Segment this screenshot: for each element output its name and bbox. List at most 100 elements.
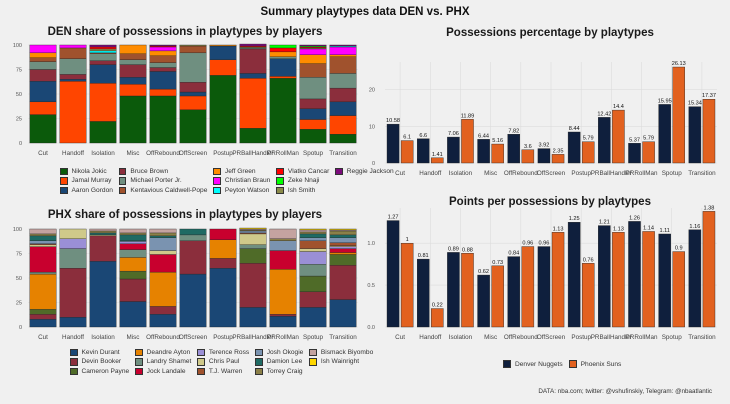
x-tick-label: Isolation bbox=[449, 334, 473, 341]
legend-item: Deandre Ayton bbox=[135, 348, 191, 357]
legend-swatch bbox=[255, 367, 263, 375]
bar-segment-bismack-biyombo bbox=[89, 228, 117, 232]
possessions-panel: Possessions percentage by playtypes 0 10 2… bbox=[365, 22, 730, 192]
legend-label: Denver Nuggets bbox=[515, 360, 563, 368]
possessions-chart: 0 10 20 10.58 6.1 Cut 6.6 1.41 Handoff 7.06 11.89 I… bbox=[369, 61, 717, 177]
value-label: 12.42 bbox=[597, 111, 611, 117]
legend-item: Nikola Jokic bbox=[60, 167, 113, 176]
bar-segment-torrey-craig bbox=[29, 233, 57, 237]
bar-segment-michael-porter-jr bbox=[269, 56, 297, 59]
x-tick-label: Postup bbox=[571, 334, 591, 341]
bar-segment-christian-braun bbox=[299, 48, 327, 55]
bar-phoenix-suns bbox=[521, 149, 535, 164]
legend-label: Damion Lee bbox=[266, 358, 303, 366]
legend-item: Zeke Nnaji bbox=[276, 177, 329, 186]
bar-segment-reggie-jackson bbox=[299, 44, 327, 47]
legend-item: Cameron Payne bbox=[70, 367, 129, 376]
legend-item: Christian Braun bbox=[213, 177, 270, 186]
legend-label: Terence Ross bbox=[208, 348, 250, 356]
bar-segment-reggie-jackson bbox=[239, 43, 267, 47]
value-label: 0.62 bbox=[478, 269, 489, 275]
legend-swatch bbox=[197, 367, 205, 375]
bar-phoenix-suns bbox=[521, 246, 535, 328]
bar-segment-aaron-gordon bbox=[239, 73, 267, 79]
bar-segment-christian-braun bbox=[149, 46, 177, 52]
bar-segment-jamal-murray bbox=[29, 101, 57, 115]
legend-label: Cameron Payne bbox=[81, 367, 130, 375]
bar-segment-jeff-green bbox=[119, 44, 147, 54]
bar-segment-jeff-green bbox=[269, 51, 297, 57]
legend-swatch bbox=[197, 348, 205, 356]
value-label: 0.88 bbox=[462, 247, 473, 253]
value-label: 14.4 bbox=[613, 104, 624, 110]
y-tick-label: 0.5 bbox=[367, 283, 375, 289]
bar-segment-kentavious-caldwell-pope bbox=[149, 55, 177, 63]
bar-segment-torrey-craig bbox=[89, 230, 117, 234]
bar-segment-chris-paul bbox=[59, 228, 87, 239]
bar-denver-nuggets bbox=[447, 136, 460, 164]
bar-segment-josh-okogie bbox=[299, 237, 327, 241]
value-label: 1.27 bbox=[388, 215, 399, 221]
x-tick-label: OffRebound bbox=[146, 334, 180, 341]
bar-segment-landry-shamet bbox=[299, 264, 327, 277]
bar-denver-nuggets bbox=[417, 138, 430, 164]
bar-segment-nikola-jokic bbox=[269, 78, 297, 144]
bar-segment-aaron-gordon bbox=[209, 45, 237, 60]
legend-item: Chris Paul bbox=[197, 358, 249, 367]
bar-segment-landry-shamet bbox=[119, 249, 147, 258]
legend-item: Jamal Murray bbox=[60, 177, 113, 186]
bar-segment-kentavious-caldwell-pope bbox=[29, 57, 57, 62]
bar-segment-michael-porter-jr bbox=[329, 73, 357, 89]
bar-segment-vlatko-cancar bbox=[269, 47, 297, 53]
x-tick-label: OffRebound bbox=[504, 170, 538, 177]
legend-item: Jock Landale bbox=[135, 367, 191, 376]
value-label: 0.81 bbox=[418, 253, 429, 259]
bar-denver-nuggets bbox=[477, 139, 490, 164]
bar-segment-damion-lee bbox=[179, 228, 207, 236]
legend-swatch bbox=[70, 358, 78, 366]
bar-segment-jamal-murray bbox=[239, 78, 267, 129]
x-tick-label: PRBallHandler bbox=[591, 170, 632, 177]
bar-segment-damion-lee bbox=[149, 235, 177, 238]
bar-segment-kevin-durant bbox=[29, 318, 57, 328]
legend-column: Bruce Brown Michael Porter Jr. Kentavious … bbox=[118, 167, 207, 195]
value-label: 15.95 bbox=[658, 98, 672, 104]
value-label: 1.11 bbox=[659, 228, 669, 234]
bar-segment-zeke-nnaji bbox=[269, 44, 297, 49]
bar-segment-kentavious-caldwell-pope bbox=[299, 63, 327, 78]
bar-segment-josh-okogie bbox=[329, 237, 357, 243]
bar-segment-bruce-brown bbox=[29, 69, 57, 82]
bar-segment-jamal-murray bbox=[149, 88, 177, 97]
legend-item: Vlatko Cancar bbox=[276, 167, 329, 176]
legend-item: Michael Porter Jr. bbox=[118, 177, 207, 186]
legend-column: Terence Ross Chris Paul T.J. Warren bbox=[197, 348, 249, 376]
bar-denver-nuggets bbox=[537, 246, 551, 328]
bar-segment-t-j-warren bbox=[299, 240, 327, 249]
legend-column: Jeff Green Christian Braun Peyton Watson bbox=[213, 167, 270, 195]
bar-segment-kevin-durant bbox=[89, 261, 117, 328]
legend-item: Devin Booker bbox=[70, 358, 129, 367]
legend-swatch bbox=[309, 358, 317, 366]
legend-label: Christian Braun bbox=[224, 177, 271, 185]
value-label: 0.9 bbox=[675, 246, 683, 252]
bar-denver-nuggets bbox=[598, 225, 611, 328]
bar-denver-nuggets bbox=[537, 148, 551, 164]
bar-segment-ish-wainright bbox=[299, 228, 327, 231]
x-tick-label: Postup bbox=[571, 170, 591, 177]
bar-segment-cameron-payne bbox=[119, 270, 147, 280]
bar-segment-jock-landale bbox=[29, 246, 57, 273]
x-tick-label: Handoff bbox=[62, 150, 84, 157]
legend-item: Kevin Durant bbox=[70, 348, 129, 357]
legend-label: Aaron Gordon bbox=[71, 186, 113, 194]
legend-swatch bbox=[118, 167, 127, 175]
y-tick-label: 25 bbox=[16, 117, 22, 123]
x-tick-label: Spotup bbox=[662, 170, 682, 177]
bar-segment-nikola-jokic bbox=[179, 109, 207, 144]
legend-label: Phoenix Suns bbox=[580, 360, 622, 368]
team-legend-item: Phoenix Suns bbox=[568, 360, 622, 369]
x-tick-label: Misc bbox=[484, 334, 497, 341]
bar-segment-josh-okogie bbox=[29, 240, 57, 244]
legend-item: Kentavious Caldwell-Pope bbox=[118, 186, 207, 195]
y-tick-label: 0 bbox=[372, 161, 375, 167]
legend-swatch bbox=[309, 348, 317, 356]
